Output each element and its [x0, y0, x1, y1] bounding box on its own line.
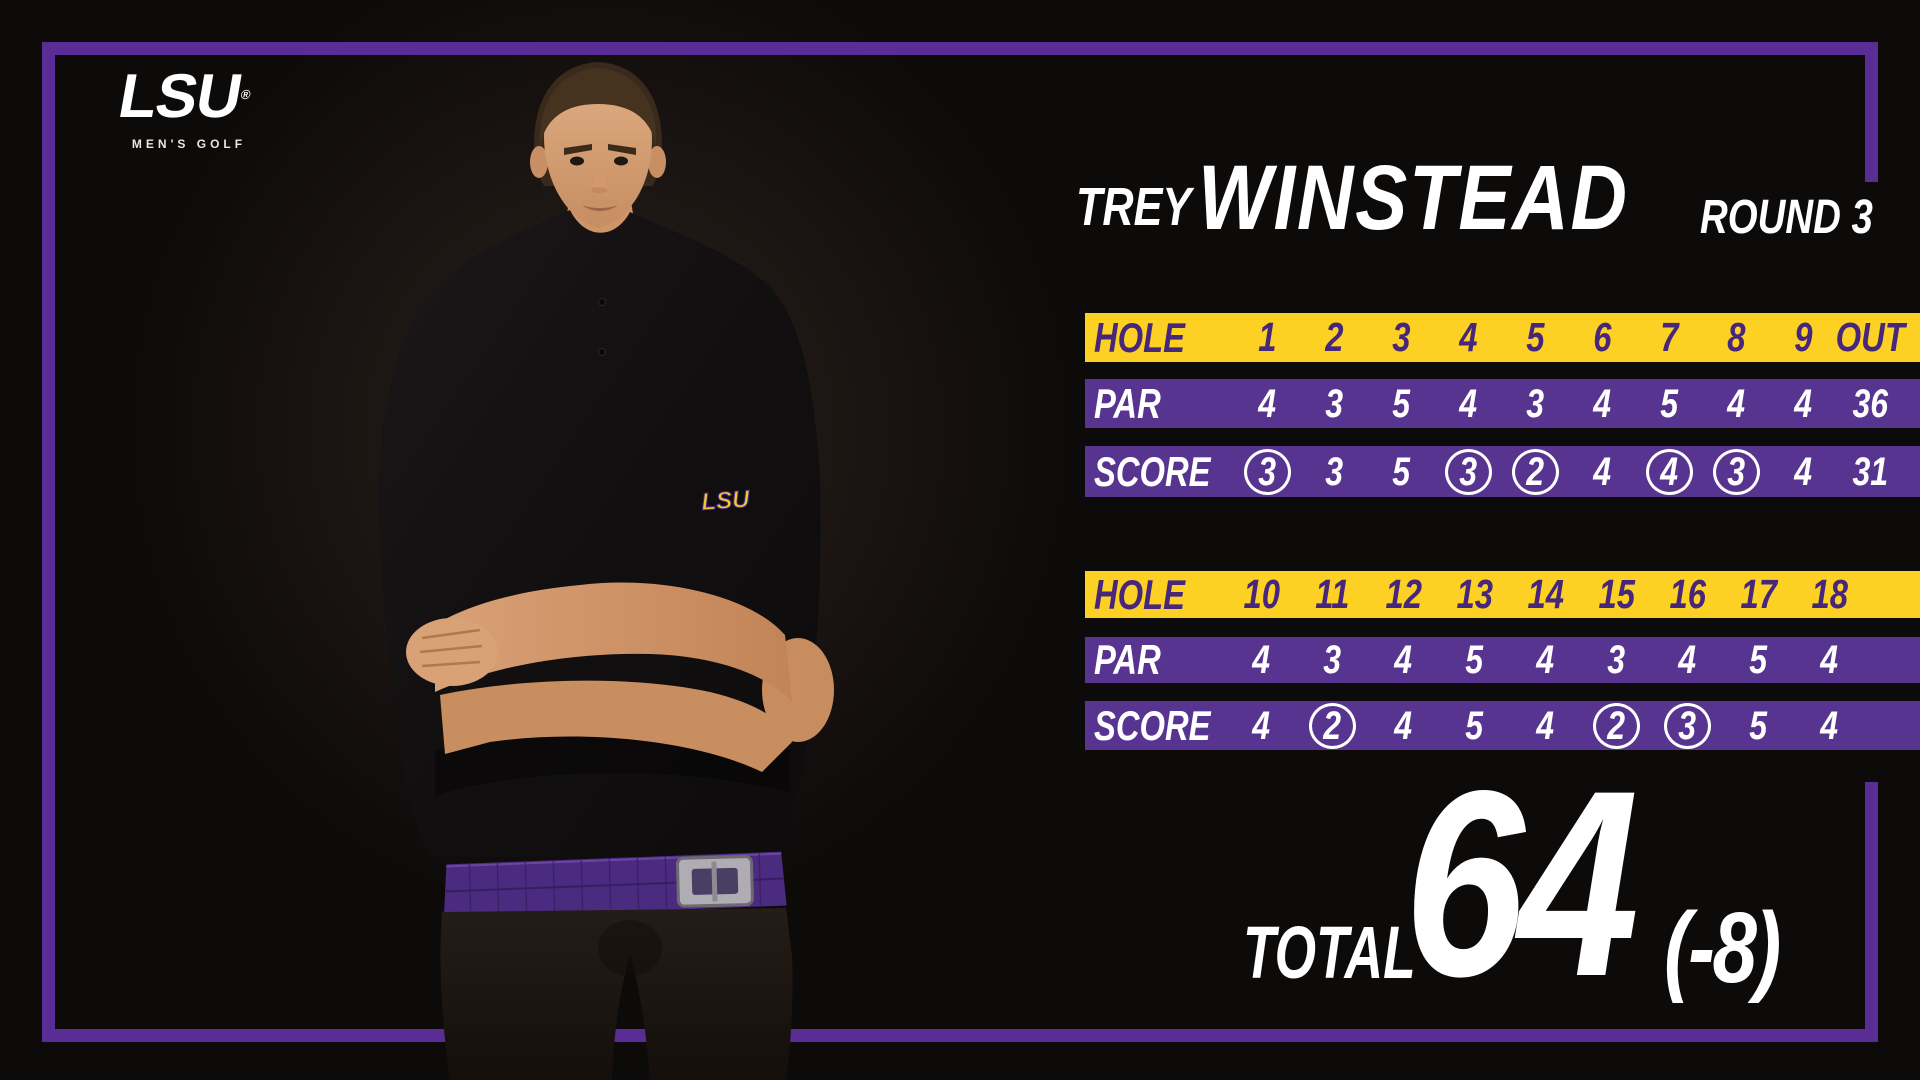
hole-number: 11 — [1315, 571, 1350, 617]
player-last-name: WINSTEAD — [1198, 147, 1629, 249]
score-value: 3 — [1435, 446, 1502, 497]
hole-number: 13 — [1456, 571, 1493, 617]
score-value: 5 — [1465, 703, 1484, 748]
score-value: 5 — [1749, 703, 1768, 748]
par-label: PAR — [1094, 379, 1161, 427]
par-value: 3 — [1526, 381, 1545, 426]
front-nine-score-row: SCORE 3 3 5 3 2 4 4 3 4 31 — [1085, 446, 1920, 497]
par-value: 4 — [1678, 638, 1697, 682]
back-nine-hole-row: HOLE 10 11 12 13 14 15 16 17 18 — [1085, 571, 1920, 618]
score-value: 4 — [1252, 703, 1271, 748]
score-value: 4 — [1636, 446, 1703, 497]
hole-number: 16 — [1669, 571, 1706, 617]
score-value: 4 — [1794, 449, 1813, 494]
score-value: 4 — [1394, 703, 1413, 748]
score-value: 4 — [1536, 703, 1555, 748]
par-value: 5 — [1465, 638, 1484, 682]
shirt-lsu-logo: LSU — [701, 486, 751, 516]
score-out-total: 31 — [1852, 449, 1889, 494]
par-value: 4 — [1820, 638, 1839, 682]
hole-number: 14 — [1527, 571, 1564, 617]
score-value: 2 — [1581, 701, 1652, 750]
par-value: 5 — [1660, 381, 1679, 426]
score-value: 3 — [1325, 449, 1344, 494]
program-label: MEN'S GOLF — [131, 137, 247, 151]
hole-number: 12 — [1385, 571, 1422, 617]
front-nine-hole-row: HOLE 1 2 3 4 5 6 7 8 9 OUT — [1085, 313, 1920, 362]
hole-number: 10 — [1243, 571, 1280, 617]
par-value: 3 — [1323, 638, 1342, 682]
par-value: 4 — [1727, 381, 1746, 426]
par-value: 4 — [1459, 381, 1478, 426]
score-value: 3 — [1703, 446, 1770, 497]
par-value: 3 — [1325, 381, 1344, 426]
golfer-photo: LSU — [378, 62, 834, 1080]
round-label: ROUND 3 — [1700, 191, 1873, 244]
golfer-figure: LSU — [378, 62, 834, 1080]
hole-number: 1 — [1258, 314, 1277, 360]
hole-number: 5 — [1526, 314, 1545, 360]
par-value: 4 — [1536, 638, 1555, 682]
score-value: 2 — [1297, 701, 1368, 750]
hole-number: 7 — [1660, 314, 1679, 360]
total-label: TOTAL — [1243, 911, 1416, 994]
lsu-logo: LSU® MEN'S GOLF — [113, 62, 264, 151]
belt — [443, 851, 787, 919]
hole-number: 15 — [1598, 571, 1635, 617]
hole-number: 2 — [1325, 314, 1344, 360]
back-nine-score-row: SCORE 4 2 4 5 4 2 3 5 4 — [1085, 701, 1920, 750]
hole-number: 9 — [1794, 314, 1813, 360]
hole-label: HOLE — [1094, 313, 1186, 361]
hole-number: 8 — [1727, 314, 1746, 360]
score-value: 2 — [1502, 446, 1569, 497]
lsu-wordmark: LSU® — [113, 62, 252, 131]
par-out-total: 36 — [1852, 381, 1889, 426]
registered-mark: ® — [239, 87, 252, 102]
score-label: SCORE — [1094, 447, 1211, 495]
score-value: 5 — [1392, 449, 1411, 494]
hole-label: HOLE — [1094, 570, 1186, 618]
par-value: 4 — [1794, 381, 1813, 426]
score-value: 4 — [1820, 703, 1839, 748]
hole-number: 4 — [1459, 314, 1478, 360]
total-to-par: (-8) — [1664, 892, 1781, 1004]
hole-number: 3 — [1392, 314, 1411, 360]
par-value: 4 — [1252, 638, 1271, 682]
par-value: 4 — [1258, 381, 1277, 426]
par-value: 4 — [1593, 381, 1612, 426]
hole-number: 17 — [1740, 571, 1777, 617]
hole-number: 6 — [1593, 314, 1612, 360]
score-value: 4 — [1593, 449, 1612, 494]
back-nine-par-row: PAR 4 3 4 5 4 3 4 5 4 — [1085, 637, 1920, 683]
par-value: 4 — [1394, 638, 1413, 682]
player-first-name: TREY — [1076, 177, 1192, 237]
par-value: 5 — [1392, 381, 1411, 426]
score-value: 3 — [1652, 701, 1723, 750]
score-label: SCORE — [1094, 701, 1211, 749]
front-nine-par-row: PAR 4 3 5 4 3 4 5 4 4 36 — [1085, 379, 1920, 428]
par-value: 3 — [1607, 638, 1626, 682]
score-value: 3 — [1234, 446, 1301, 497]
par-label: PAR — [1094, 636, 1161, 683]
hole-number: 18 — [1811, 571, 1848, 617]
hole-number-out: OUT — [1835, 314, 1906, 360]
total-score: 64 — [1404, 736, 1639, 1032]
par-value: 5 — [1749, 638, 1768, 682]
